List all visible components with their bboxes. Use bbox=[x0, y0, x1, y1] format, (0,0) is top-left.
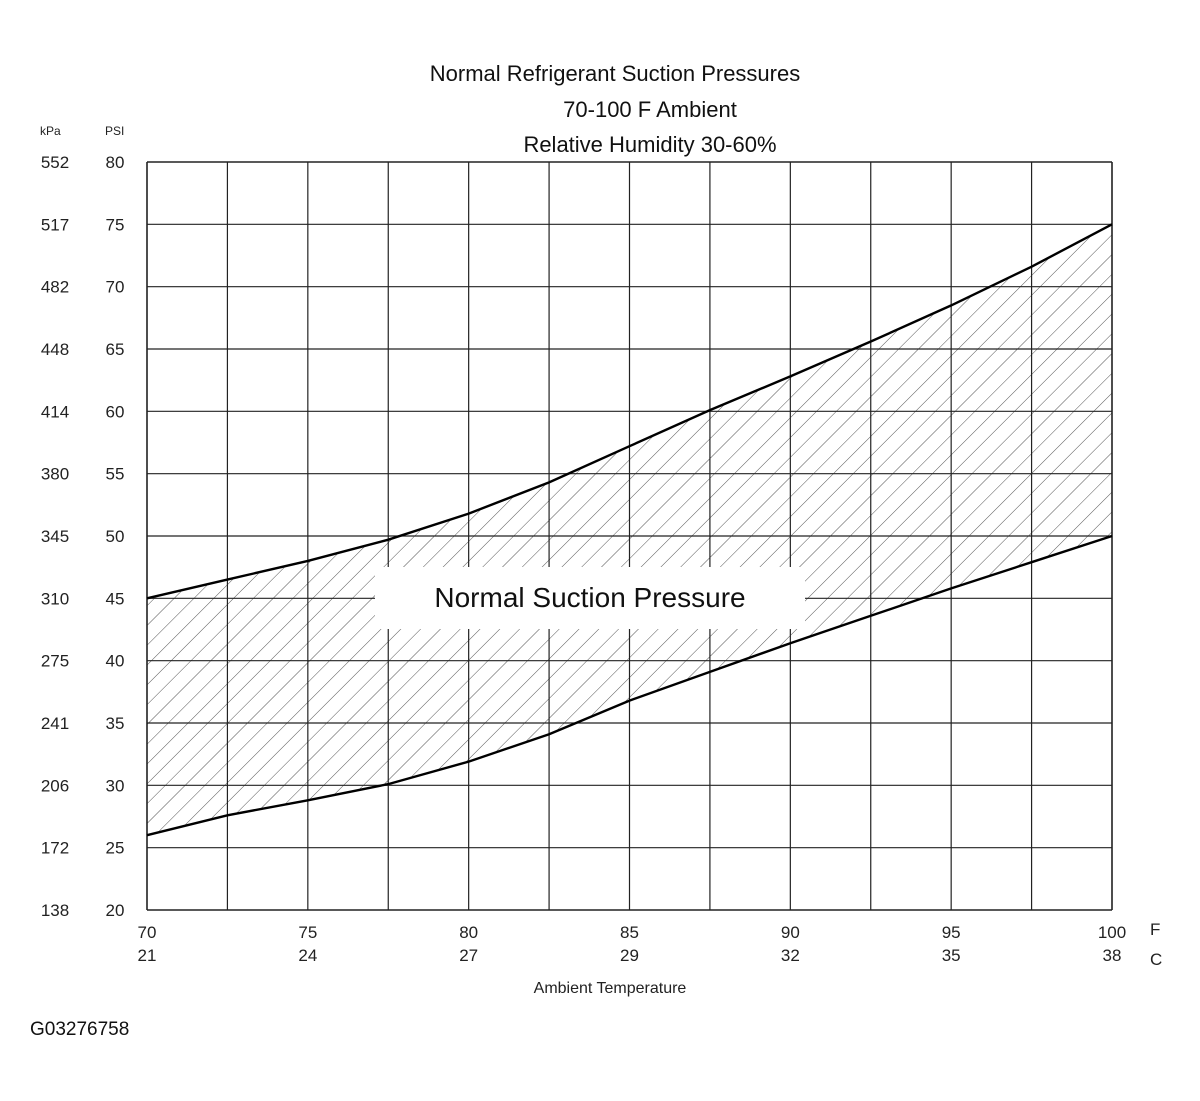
y-tick-psi: 50 bbox=[106, 527, 125, 546]
x-unit-c: C bbox=[1150, 950, 1163, 969]
y-tick-kpa: 310 bbox=[41, 589, 69, 608]
y-tick-kpa: 345 bbox=[41, 527, 69, 546]
chart-title-line-2: 70-100 F Ambient bbox=[563, 97, 737, 122]
y-tick-kpa: 380 bbox=[41, 465, 69, 484]
y-tick-psi: 45 bbox=[106, 589, 125, 608]
x-tick-labels: 70 21 75 24 80 27 85 29 90 32 95 35 100 38 bbox=[138, 923, 1127, 965]
y-tick-kpa: 552 bbox=[41, 153, 69, 172]
y-tick-kpa: 275 bbox=[41, 652, 69, 671]
y-tick-psi: 30 bbox=[106, 776, 125, 795]
y-tick-kpa: 206 bbox=[41, 776, 69, 795]
y-tick-psi: 70 bbox=[106, 278, 125, 297]
x-tick-f: 90 bbox=[781, 923, 800, 942]
y-tick-psi: 35 bbox=[106, 714, 125, 733]
x-tick-f: 100 bbox=[1098, 923, 1126, 942]
y-tick-psi: 20 bbox=[106, 901, 125, 920]
y-tick-psi: 60 bbox=[106, 402, 125, 421]
figure-id: G03276758 bbox=[30, 1019, 130, 1040]
y-unit-psi: PSI bbox=[105, 124, 125, 138]
band-label: Normal Suction Pressure bbox=[375, 567, 805, 629]
y-tick-kpa: 138 bbox=[41, 901, 69, 920]
y-tick-kpa: 517 bbox=[41, 215, 69, 234]
y-tick-psi: 55 bbox=[106, 465, 125, 484]
x-tick-c: 35 bbox=[942, 946, 961, 965]
x-tick-c: 27 bbox=[459, 946, 478, 965]
upper-bound-line bbox=[146, 223, 1113, 600]
y-tick-labels: 552 80 517 75 482 70 448 65 414 60 380 55 345 50 310 45… bbox=[41, 153, 125, 920]
y-tick-psi: 75 bbox=[106, 215, 125, 234]
lower-bound-line bbox=[146, 534, 1113, 837]
y-tick-kpa: 482 bbox=[41, 278, 69, 297]
bound-curves bbox=[146, 223, 1113, 837]
x-tick-f: 85 bbox=[620, 923, 639, 942]
x-tick-f: 80 bbox=[459, 923, 478, 942]
y-tick-kpa: 448 bbox=[41, 340, 69, 359]
x-tick-f: 70 bbox=[138, 923, 157, 942]
x-tick-c: 32 bbox=[781, 946, 800, 965]
y-tick-kpa: 414 bbox=[41, 402, 69, 421]
x-axis-label: Ambient Temperature bbox=[533, 980, 687, 997]
x-unit-f: F bbox=[1150, 920, 1161, 939]
x-tick-c: 38 bbox=[1103, 946, 1122, 965]
y-unit-kpa: kPa bbox=[40, 124, 61, 138]
y-tick-kpa: 241 bbox=[41, 714, 69, 733]
x-tick-c: 21 bbox=[138, 946, 157, 965]
y-tick-psi: 80 bbox=[106, 153, 125, 172]
y-tick-psi: 25 bbox=[106, 839, 125, 858]
chart-title-line-3: Relative Humidity 30-60% bbox=[523, 132, 777, 157]
x-tick-f: 75 bbox=[298, 923, 317, 942]
x-tick-c: 29 bbox=[620, 946, 639, 965]
y-tick-psi: 40 bbox=[106, 652, 125, 671]
chart-title-line-1: Normal Refrigerant Suction Pressures bbox=[429, 61, 801, 86]
x-tick-c: 24 bbox=[298, 946, 317, 965]
y-tick-kpa: 172 bbox=[41, 839, 69, 858]
x-tick-f: 95 bbox=[942, 923, 961, 942]
y-tick-psi: 65 bbox=[106, 340, 125, 359]
